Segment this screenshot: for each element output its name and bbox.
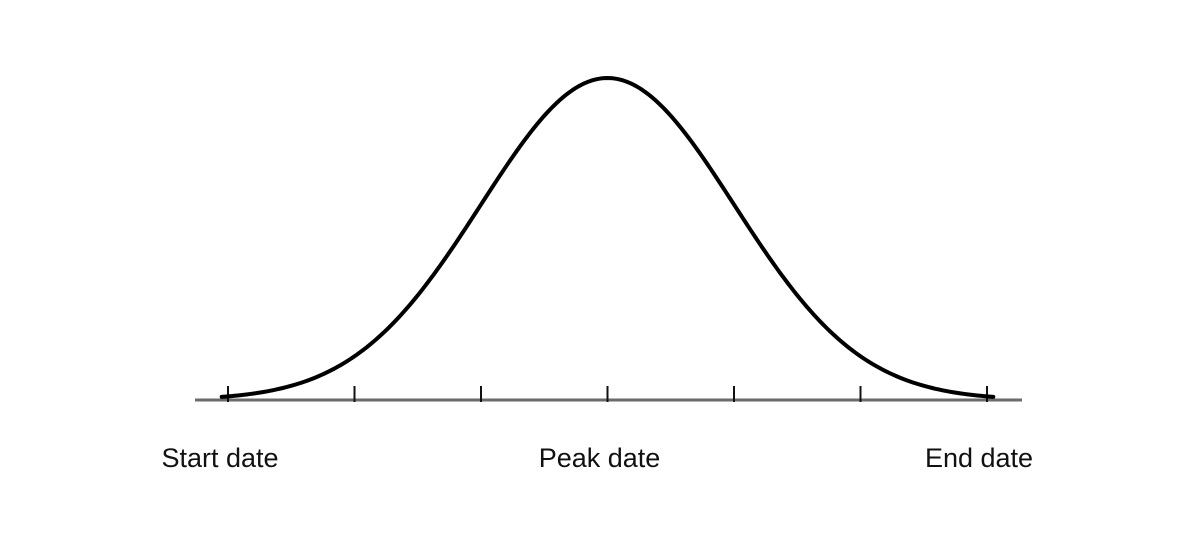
date-label-start-date: Start date <box>161 443 278 473</box>
date-label-peak-date: Peak date <box>539 443 661 473</box>
date-label-end-date: End date <box>925 443 1033 473</box>
axis-date-labels: Start date Peak date End date <box>161 443 1033 473</box>
x-axis-ticks <box>227 386 988 402</box>
bell-curve-line <box>219 76 996 399</box>
